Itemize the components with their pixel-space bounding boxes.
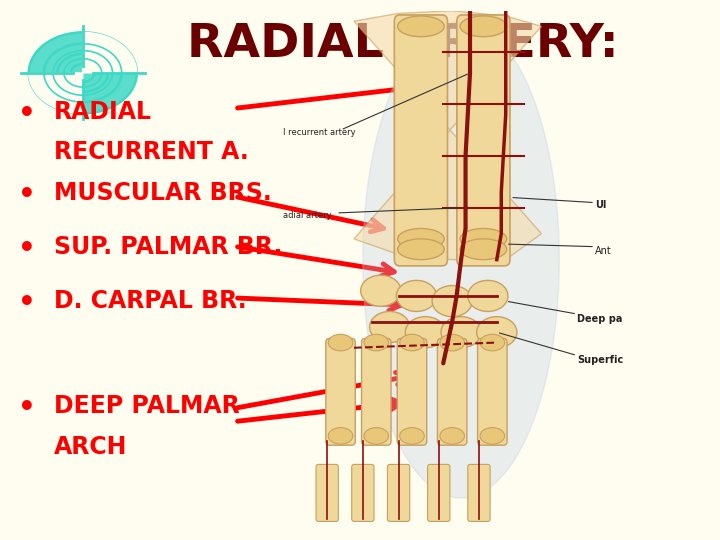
Text: Ul: Ul	[595, 200, 606, 210]
FancyBboxPatch shape	[387, 537, 410, 540]
Ellipse shape	[400, 334, 424, 351]
Polygon shape	[29, 32, 83, 73]
Ellipse shape	[468, 280, 508, 312]
Text: D. CARPAL BR.: D. CARPAL BR.	[54, 289, 247, 313]
Text: •: •	[18, 289, 36, 317]
FancyBboxPatch shape	[438, 339, 467, 445]
Text: RADIAL ARTERY:: RADIAL ARTERY:	[187, 22, 619, 66]
Text: adial artery: adial artery	[282, 211, 331, 220]
FancyBboxPatch shape	[395, 15, 447, 266]
Ellipse shape	[440, 334, 464, 351]
Text: Superfic: Superfic	[577, 355, 624, 366]
FancyBboxPatch shape	[352, 537, 374, 540]
Text: •: •	[18, 235, 36, 263]
FancyBboxPatch shape	[468, 537, 490, 540]
Ellipse shape	[480, 334, 505, 351]
Text: •: •	[18, 100, 36, 128]
Ellipse shape	[397, 239, 444, 260]
Ellipse shape	[460, 16, 507, 37]
Ellipse shape	[397, 16, 444, 37]
Ellipse shape	[396, 280, 436, 312]
FancyBboxPatch shape	[477, 339, 507, 445]
Text: •: •	[18, 394, 36, 422]
FancyBboxPatch shape	[428, 464, 450, 522]
Ellipse shape	[460, 239, 507, 260]
Text: DEEP PALMAR: DEEP PALMAR	[54, 394, 240, 418]
Text: SUP. PALMAR BR.: SUP. PALMAR BR.	[54, 235, 282, 259]
Ellipse shape	[397, 228, 444, 249]
Polygon shape	[83, 32, 137, 73]
Ellipse shape	[369, 312, 410, 342]
Ellipse shape	[460, 228, 507, 249]
Ellipse shape	[441, 316, 481, 348]
Ellipse shape	[361, 275, 401, 306]
Polygon shape	[363, 21, 559, 498]
FancyBboxPatch shape	[352, 464, 374, 522]
Ellipse shape	[480, 428, 505, 444]
Text: MUSCULAR BRS.: MUSCULAR BRS.	[54, 181, 271, 205]
FancyBboxPatch shape	[361, 339, 391, 445]
Ellipse shape	[405, 316, 446, 348]
Ellipse shape	[432, 286, 472, 316]
Ellipse shape	[328, 428, 353, 444]
Text: Deep pa: Deep pa	[577, 314, 623, 324]
Ellipse shape	[400, 428, 424, 444]
Ellipse shape	[440, 428, 464, 444]
Text: Ant: Ant	[595, 246, 612, 256]
Polygon shape	[29, 73, 83, 113]
Ellipse shape	[477, 316, 517, 348]
Text: •: •	[18, 181, 36, 209]
Text: I recurrent artery: I recurrent artery	[282, 128, 355, 137]
FancyBboxPatch shape	[468, 464, 490, 522]
Ellipse shape	[328, 334, 353, 351]
FancyBboxPatch shape	[428, 537, 450, 540]
FancyBboxPatch shape	[316, 537, 338, 540]
FancyBboxPatch shape	[397, 339, 427, 445]
Ellipse shape	[364, 334, 389, 351]
FancyBboxPatch shape	[326, 339, 355, 445]
Ellipse shape	[364, 428, 389, 444]
Text: RADIAL: RADIAL	[54, 100, 152, 124]
FancyBboxPatch shape	[316, 464, 338, 522]
FancyBboxPatch shape	[387, 464, 410, 522]
Polygon shape	[354, 11, 541, 260]
Text: RECURRENT A.: RECURRENT A.	[54, 140, 248, 164]
FancyBboxPatch shape	[457, 15, 510, 266]
Polygon shape	[83, 73, 137, 113]
Text: ARCH: ARCH	[54, 435, 127, 458]
